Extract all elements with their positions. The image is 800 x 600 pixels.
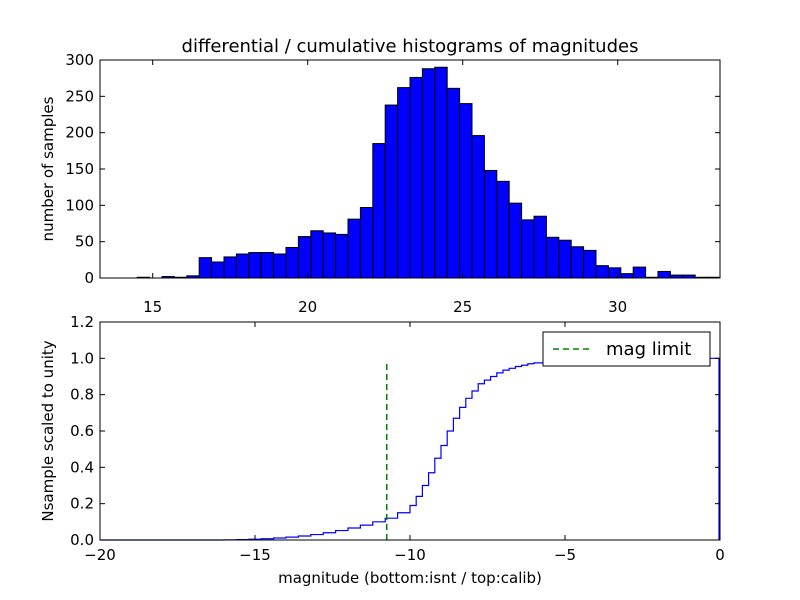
bottom-x-tick-label: −20 — [84, 546, 116, 564]
histogram-bar-27 — [434, 66, 448, 279]
top-y-tick-label: 300 — [65, 51, 94, 69]
histogram-bar-19 — [335, 233, 349, 279]
bottom-axes-frame — [99, 321, 721, 541]
histogram-bar-14 — [273, 253, 287, 279]
bottom-y-tick-label: 0.2 — [70, 495, 94, 513]
histogram-bar-40 — [595, 265, 609, 279]
top-y-axis-label: number of samples — [39, 96, 57, 241]
bottom-ticks-group: −20 −15 −10 −5 0 0.0 0.2 0.4 0.6 0.8 1.0 1.2 — [70, 313, 725, 564]
histogram-bar-8 — [198, 257, 213, 279]
histogram-bar-45 — [657, 270, 671, 279]
top-y-tick-label: 200 — [65, 124, 94, 142]
bottom-x-axis-label: magnitude (bottom:isnt / top:calib) — [278, 569, 542, 587]
histogram-bar-34 — [521, 219, 535, 279]
legend: mag limit — [542, 331, 711, 367]
histogram-bar-18 — [322, 232, 337, 279]
histogram-bar-39 — [583, 249, 597, 279]
top-x-tick-label: 30 — [608, 298, 627, 316]
histogram-bar-33 — [508, 202, 523, 279]
histogram-bar-24 — [397, 87, 411, 279]
histogram-bar-41 — [607, 267, 622, 279]
histogram-bar-36 — [545, 236, 560, 279]
bottom-y-tick-label: 0.4 — [70, 458, 94, 476]
histogram-bar-23 — [384, 104, 399, 279]
histogram-bar-25 — [409, 76, 423, 279]
histogram-bar-16 — [297, 236, 312, 279]
histogram-bar-28 — [446, 87, 461, 279]
histogram-bar-29 — [459, 103, 473, 279]
top-y-tick-label: 100 — [65, 196, 94, 214]
bottom-y-tick-label: 0.0 — [70, 531, 94, 549]
legend-box — [542, 331, 711, 367]
bottom-y-tick-label: 0.8 — [70, 386, 94, 404]
histogram-bar-43 — [632, 266, 647, 279]
bottom-x-tick-label: −15 — [239, 546, 271, 564]
histogram-bar-12 — [248, 252, 262, 279]
histogram-bar-13 — [260, 252, 275, 279]
bottom-x-tick-label: −5 — [554, 546, 576, 564]
top-histogram-panel: differential / cumulative histograms of … — [39, 36, 721, 316]
histogram-bar-15 — [285, 246, 299, 279]
bottom-cumulative-panel: −20 −15 −10 −5 0 0.0 0.2 0.4 0.6 0.8 1.0 1.2 Nsampl… — [39, 313, 725, 587]
top-y-tick-label: 50 — [75, 233, 94, 251]
top-x-tick-label: 25 — [453, 298, 472, 316]
top-y-tick-label: 0 — [84, 269, 94, 287]
histogram-bar-17 — [310, 230, 324, 279]
top-chart-title: differential / cumulative histograms of … — [182, 36, 639, 57]
bottom-y-tick-label: 1.2 — [70, 313, 94, 331]
histogram-bar-30 — [471, 135, 485, 279]
histogram-bar-22 — [372, 143, 386, 279]
bottom-x-tick-label: −10 — [394, 546, 426, 564]
bottom-y-tick-label: 1.0 — [70, 349, 94, 367]
top-bars-group — [136, 66, 721, 279]
legend-mag-limit-label: mag limit — [606, 339, 691, 360]
histogram-bar-42 — [620, 273, 634, 279]
histogram-bar-11 — [235, 253, 250, 279]
top-x-tick-label: 15 — [143, 298, 162, 316]
histogram-bar-20 — [347, 218, 361, 279]
histogram-bar-21 — [359, 207, 374, 279]
bottom-x-tick-label: 0 — [715, 546, 725, 564]
histogram-bar-32 — [496, 180, 510, 279]
bottom-y-axis-label: Nsample scaled to unity — [39, 340, 57, 521]
histogram-bar-38 — [570, 246, 585, 279]
bottom-y-tick-label: 0.6 — [70, 422, 94, 440]
top-axes-frame — [99, 59, 721, 279]
histogram-bar-26 — [421, 68, 436, 279]
top-x-tick-label: 20 — [298, 298, 317, 316]
histogram-bar-10 — [223, 256, 237, 279]
histogram-bar-31 — [483, 169, 498, 279]
top-y-tick-label: 250 — [65, 87, 94, 105]
histogram-bar-35 — [533, 215, 547, 279]
top-y-tick-label: 150 — [65, 160, 94, 178]
histogram-bar-9 — [211, 261, 225, 279]
histogram-bar-37 — [558, 239, 572, 279]
